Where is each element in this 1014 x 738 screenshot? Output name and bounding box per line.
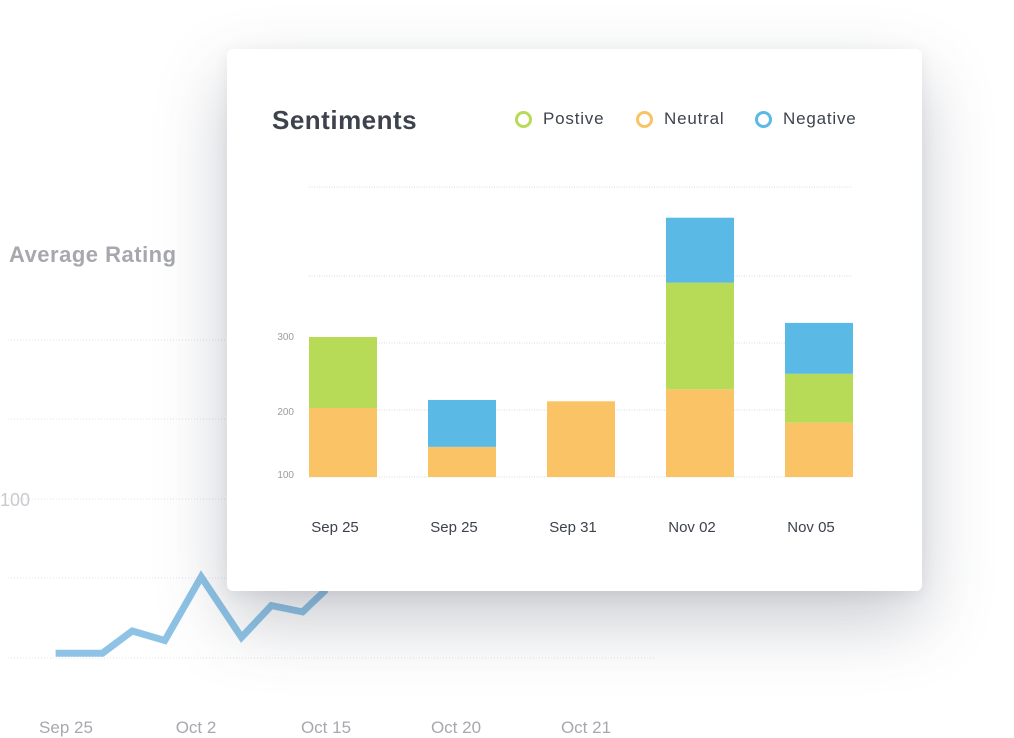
x-tick-label: Nov 02 bbox=[668, 519, 716, 536]
x-tick-label: Nov 05 bbox=[787, 519, 835, 536]
y-tick-label: 100 bbox=[0, 490, 30, 510]
x-tick-label: Sep 31 bbox=[549, 519, 597, 536]
bar-neutral bbox=[428, 446, 496, 477]
bar-neutral bbox=[785, 422, 853, 477]
neutral-ring-icon bbox=[636, 110, 653, 128]
legend-label: Neutral bbox=[664, 109, 725, 128]
x-tick-label: Oct 2 bbox=[176, 718, 217, 737]
bar-postive bbox=[666, 282, 734, 390]
bar-neutral bbox=[666, 389, 734, 477]
x-tick-label: Oct 15 bbox=[301, 718, 351, 737]
sentiments-title: Sentiments bbox=[272, 105, 418, 135]
y-tick-label: 100 bbox=[277, 470, 294, 481]
y-tick-label: 300 bbox=[277, 332, 294, 343]
legend-label: Negative bbox=[783, 109, 857, 128]
x-tick-label: Oct 21 bbox=[561, 718, 611, 737]
legend-item-negative: Negative bbox=[755, 109, 857, 129]
bar-negative bbox=[666, 217, 734, 283]
average-rating-title: Average Rating bbox=[9, 242, 177, 267]
x-tick-label: Sep 25 bbox=[311, 519, 359, 536]
bar-postive bbox=[785, 373, 853, 423]
sentiments-card: Sentiments Postive Neutral Negative bbox=[227, 49, 922, 591]
positive-ring-icon bbox=[515, 110, 532, 128]
legend-item-positive: Postive bbox=[515, 109, 604, 129]
negative-ring-icon bbox=[755, 110, 772, 128]
rating-line bbox=[55, 570, 329, 657]
bar-neutral bbox=[309, 407, 377, 477]
bar-neutral bbox=[547, 401, 615, 477]
x-tick-label: Oct 20 bbox=[431, 718, 481, 737]
y-tick-label: 200 bbox=[277, 407, 294, 418]
bar-postive bbox=[309, 336, 377, 408]
x-tick-label: Sep 25 bbox=[39, 718, 93, 737]
x-tick-label: Sep 25 bbox=[430, 519, 478, 536]
legend-label: Postive bbox=[543, 109, 605, 128]
legend-item-neutral: Neutral bbox=[636, 109, 724, 129]
bar-negative bbox=[785, 322, 853, 374]
bar-negative bbox=[428, 399, 496, 447]
